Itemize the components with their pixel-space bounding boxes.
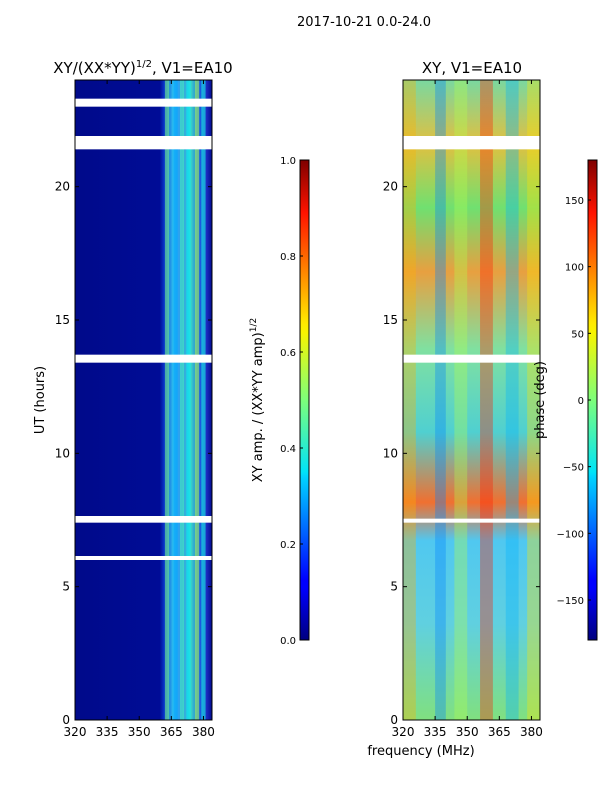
right-xtick-label-3: 365 <box>488 725 511 739</box>
right-x-axis: 320 335 350 365 380 <box>392 80 543 739</box>
left-heatmap-band-4 <box>194 80 200 720</box>
left-title-exp: 1/2 <box>136 59 152 70</box>
left-title-main: XY/(XX*YY) <box>53 59 136 77</box>
right-xtick-label-0: 320 <box>392 725 415 739</box>
left-cb-tick-label-1: 0.2 <box>280 540 296 551</box>
left-xtick-label-2: 350 <box>128 725 151 739</box>
right-gap-1 <box>403 354 540 363</box>
right-heatmap-band-0 <box>403 80 416 720</box>
left-gap-0 <box>75 98 212 107</box>
left-axes-frame <box>74 79 213 721</box>
left-gap-3 <box>75 516 212 523</box>
left-ytick-label-2: 10 <box>55 446 70 460</box>
right-ytick-label-2: 10 <box>383 446 398 460</box>
left-xtick-label-4: 380 <box>192 725 215 739</box>
right-y-axis: 0 5 10 15 20 <box>383 180 540 727</box>
right-cb-tick-label-2: −50 <box>563 463 584 474</box>
right-colorbar-ticks: −150 −100 −50 0 50 100 150 <box>557 196 591 607</box>
left-xtick-label-0: 320 <box>64 725 87 739</box>
right-cb-tick-label-4: 50 <box>571 329 584 340</box>
left-gap-2 <box>75 354 212 363</box>
left-colorbar-gradient <box>299 159 310 641</box>
shared-x-axis-label: frequency (MHz) <box>367 744 474 759</box>
left-xtick-label-1: 335 <box>96 725 119 739</box>
right-gap-2 <box>403 518 540 523</box>
left-ytick-label-4: 20 <box>55 180 70 194</box>
right-xtick-label-2: 350 <box>456 725 479 739</box>
left-heatmap-base <box>75 80 212 720</box>
right-cb-tick-label-0: −150 <box>557 596 584 607</box>
right-panel-title: XY, V1=EA10 <box>422 59 522 77</box>
right-axes-frame <box>402 79 541 721</box>
left-heatmap-band-5 <box>201 80 206 720</box>
right-heatmap-band-1 <box>435 80 446 720</box>
left-cb-tick-label-5: 1.0 <box>280 156 296 167</box>
right-panel: XY, V1=EA10 320 335 350 365 380 0 5 10 15 20 <box>383 59 543 739</box>
left-y-axis: 0 5 10 15 20 <box>55 180 212 727</box>
right-gap-0 <box>403 136 540 150</box>
left-heatmap-band-3 <box>186 80 191 720</box>
left-cb-tick-label-2: 0.4 <box>280 444 296 455</box>
left-heatmap-gaps <box>75 98 212 560</box>
right-colorbar-label: phase (deg) <box>533 361 548 439</box>
left-cb-tick-label-0: 0.0 <box>280 636 296 647</box>
right-cb-tick-label-3: 0 <box>578 396 584 407</box>
right-xtick-label-1: 335 <box>424 725 447 739</box>
right-ytick-label-0: 0 <box>390 713 398 727</box>
right-heatmap-band-5 <box>527 80 540 720</box>
right-cb-tick-label-6: 150 <box>565 196 584 207</box>
left-panel: XY/(XX*YY)1/2, V1=EA10 320 335 350 365 380 0… <box>33 59 233 739</box>
right-heatmap-base <box>403 80 540 720</box>
left-cb-tick-label-3: 0.6 <box>280 348 296 359</box>
right-ytick-label-3: 15 <box>383 313 398 327</box>
left-y-axis-label: UT (hours) <box>33 366 48 434</box>
left-heatmap-band-2 <box>179 80 185 720</box>
right-cb-tick-label-1: −100 <box>557 529 584 540</box>
figure-suptitle: 2017-10-21 0.0-24.0 <box>297 15 431 30</box>
right-colorbar: −150 −100 −50 0 50 100 150 phase (deg) <box>533 159 598 641</box>
left-heatmap-band-1 <box>173 80 178 720</box>
right-ytick-label-4: 20 <box>383 180 398 194</box>
right-heatmap-gaps <box>403 136 540 523</box>
left-colorbar-label-exp: 1/2 <box>249 318 259 332</box>
left-xtick-label-3: 365 <box>160 725 183 739</box>
left-ytick-label-1: 5 <box>62 580 70 594</box>
right-heatmap-stripes <box>403 80 540 720</box>
right-heatmap-band-2 <box>454 80 468 720</box>
right-ytick-label-1: 5 <box>390 580 398 594</box>
left-colorbar-ticks: 0.0 0.2 0.4 0.6 0.8 1.0 <box>280 156 303 647</box>
left-cb-tick-label-4: 0.8 <box>280 252 296 263</box>
right-cb-tick-label-5: 100 <box>565 263 584 274</box>
left-heatmap-stripes <box>164 80 206 720</box>
left-title-suffix: , V1=EA10 <box>152 59 233 77</box>
right-heatmap-band-4 <box>505 80 519 720</box>
right-heatmap-band-3 <box>480 80 493 720</box>
left-heatmap-band-0 <box>164 80 170 720</box>
left-colorbar-label: XY amp. / (XX*YY amp)1/2 <box>249 318 266 482</box>
left-colorbar: 0.0 0.2 0.4 0.6 0.8 1.0 XY amp. / (XX*YY amp)… <box>249 156 310 647</box>
left-gap-4 <box>75 556 212 560</box>
left-gap-1 <box>75 136 212 150</box>
right-xtick-label-4: 380 <box>520 725 543 739</box>
left-panel-title: XY/(XX*YY)1/2, V1=EA10 <box>53 59 232 77</box>
left-x-axis: 320 335 350 365 380 <box>64 80 215 739</box>
left-colorbar-label-main: XY amp. / (XX*YY amp) <box>251 332 266 482</box>
left-ytick-label-0: 0 <box>62 713 70 727</box>
left-ytick-label-3: 15 <box>55 313 70 327</box>
